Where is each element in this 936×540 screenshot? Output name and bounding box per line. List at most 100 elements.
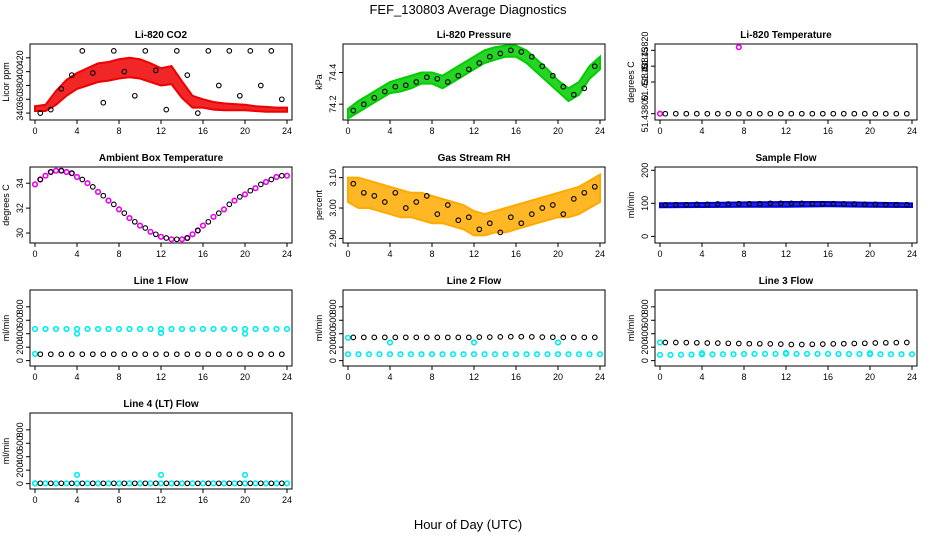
mean-point xyxy=(735,110,742,117)
sample-point xyxy=(42,325,49,333)
x-tick-label: 4 xyxy=(74,495,79,505)
mean-point xyxy=(89,480,96,487)
mean-point xyxy=(746,110,753,117)
sample-point xyxy=(667,351,674,359)
x-tick-label: 0 xyxy=(345,126,350,136)
mean-point xyxy=(465,334,472,341)
mean-point xyxy=(872,340,879,346)
mean-point xyxy=(121,351,128,358)
mean-point xyxy=(683,110,690,117)
sample-point xyxy=(656,351,664,359)
mean-point xyxy=(581,189,588,196)
mean-point xyxy=(131,218,138,225)
y-tick-label: 3.10 xyxy=(328,169,338,187)
x-tick-label: 0 xyxy=(657,126,662,136)
x-tick-label: 12 xyxy=(469,126,479,136)
mean-point xyxy=(861,201,868,208)
sample-band xyxy=(34,56,288,113)
sample-point xyxy=(751,350,758,358)
mean-point xyxy=(476,60,483,66)
mean-point xyxy=(257,181,264,188)
sample-point xyxy=(52,167,60,174)
plot-frame xyxy=(654,43,918,121)
sample-point xyxy=(147,325,154,333)
mean-point xyxy=(350,180,357,187)
mean-point xyxy=(110,201,117,208)
mean-point xyxy=(215,210,222,216)
mean-point xyxy=(268,480,275,487)
mean-point xyxy=(476,226,483,233)
mean-point xyxy=(236,480,243,487)
x-tick-label: 16 xyxy=(198,249,208,259)
mean-point xyxy=(560,211,567,217)
mean-point xyxy=(392,83,399,90)
sample-point xyxy=(376,351,383,358)
x-tick-label: 4 xyxy=(699,126,704,136)
mean-point xyxy=(215,82,222,89)
panel-title: Line 2 Flow xyxy=(447,276,502,287)
sample-point xyxy=(126,215,133,222)
sample-point xyxy=(157,480,165,487)
x-tick-label: 16 xyxy=(823,126,833,136)
x-tick-label: 16 xyxy=(511,249,521,259)
mean-point xyxy=(278,351,285,358)
sample-point xyxy=(730,351,737,358)
sample-point xyxy=(698,350,706,357)
mean-point xyxy=(830,200,837,207)
x-tick-label: 24 xyxy=(282,495,292,505)
sample-point xyxy=(157,233,165,240)
mean-point xyxy=(194,480,201,487)
sample-point xyxy=(73,480,81,487)
panel-title: Li-820 Pressure xyxy=(437,30,512,41)
mean-point xyxy=(570,196,577,202)
mean-point xyxy=(830,341,837,347)
mean-point xyxy=(131,92,138,99)
mean-point xyxy=(371,193,378,199)
x-tick-label: 4 xyxy=(74,126,79,136)
sample-point xyxy=(782,349,790,357)
sample-point xyxy=(533,351,541,358)
y-tick-label: 400 xyxy=(15,449,25,464)
x-tick-label: 20 xyxy=(553,372,563,382)
x-tick-label: 8 xyxy=(429,249,434,259)
mean-point xyxy=(163,480,170,487)
mean-point xyxy=(413,334,420,341)
x-tick-label: 4 xyxy=(699,372,704,382)
x-tick-label: 20 xyxy=(240,372,250,382)
mean-point xyxy=(872,201,879,208)
panel-line4-flow: Line 4 (LT) Flow ml/min 0 4 8 12 16 20 24 0 200400… xyxy=(1,399,293,505)
mean-point xyxy=(79,351,86,358)
mean-point xyxy=(809,200,816,207)
mean-point xyxy=(350,107,357,114)
mean-point xyxy=(819,341,826,347)
sample-point xyxy=(877,351,884,358)
sample-point xyxy=(210,325,217,333)
x-tick-label: 12 xyxy=(156,495,166,505)
mean-point xyxy=(236,194,243,200)
mean-point xyxy=(194,351,201,358)
mean-point xyxy=(735,340,742,347)
mean-point xyxy=(444,202,451,208)
mean-point xyxy=(110,480,117,487)
mean-point xyxy=(110,351,117,358)
sample-point xyxy=(481,351,488,358)
mean-point xyxy=(746,200,753,207)
y-axis-label: ml/min xyxy=(626,192,636,219)
mean-point xyxy=(350,334,357,341)
sample-point xyxy=(94,480,102,487)
mean-point xyxy=(278,96,285,103)
mean-point xyxy=(560,83,567,90)
y-axis-label: degrees C xyxy=(626,61,636,103)
mean-point xyxy=(163,351,170,358)
x-tick-label: 8 xyxy=(116,249,121,259)
sample-point xyxy=(63,480,70,487)
mean-point xyxy=(381,88,388,95)
sample-point xyxy=(262,178,270,186)
x-tick-label: 24 xyxy=(282,372,292,382)
mean-point xyxy=(79,176,86,183)
panel-title: Li-820 CO2 xyxy=(135,30,188,41)
mean-point xyxy=(704,110,711,117)
plot-area xyxy=(31,325,291,358)
mean-point xyxy=(268,176,275,183)
sample-point xyxy=(355,351,362,358)
